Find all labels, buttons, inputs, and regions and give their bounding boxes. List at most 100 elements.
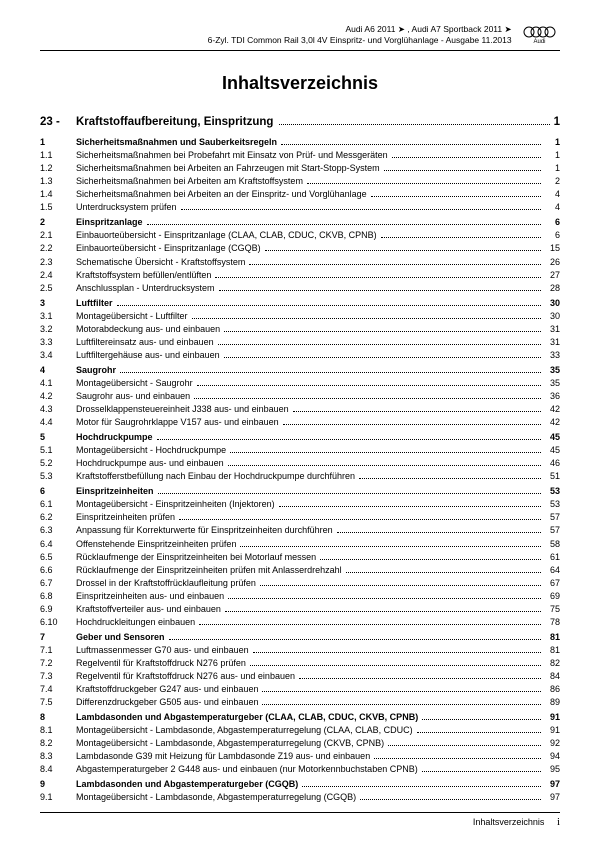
toc-row: 9.1Montageübersicht - Lambdasonde, Abgas… <box>40 791 560 804</box>
chapter-page: 1 <box>554 116 560 128</box>
toc-row: 6.4Offenstehende Einspritzeinheiten prüf… <box>40 538 560 551</box>
toc-num: 5.1 <box>40 444 76 457</box>
toc-page: 1 <box>544 162 560 175</box>
toc-page: 91 <box>544 724 560 737</box>
toc-num: 6.8 <box>40 590 76 603</box>
toc-row: 6.8Einspritzeinheiten aus- und einbauen6… <box>40 590 560 603</box>
toc-num: 4.1 <box>40 377 76 390</box>
toc-num: 1.3 <box>40 175 76 188</box>
toc-num: 4.3 <box>40 403 76 416</box>
toc-label: Luftfiltereinsatz aus- und einbauen <box>76 336 214 349</box>
dots <box>219 290 541 291</box>
dots <box>293 411 541 412</box>
dots <box>120 372 541 373</box>
toc-label: Motorabdeckung aus- und einbauen <box>76 323 220 336</box>
toc-row: 4.1Montageübersicht - Saugrohr35 <box>40 377 560 390</box>
toc-row: 6.6Rücklaufmenge der Einspritzeinheiten … <box>40 564 560 577</box>
toc-section-row: 2Einspritzanlage6 <box>40 216 560 229</box>
toc-row: 6.2Einspritzeinheiten prüfen57 <box>40 511 560 524</box>
toc-section-row: 9Lambdasonden und Abgastemperaturgeber (… <box>40 778 560 791</box>
toc-row: 7.5Differenzdruckgeber G505 aus- und ein… <box>40 696 560 709</box>
toc-label: Einbauorteübersicht - Einspritzanlage (C… <box>76 242 261 255</box>
toc-page: 1 <box>544 149 560 162</box>
toc-num: 2.5 <box>40 282 76 295</box>
toc-page: 81 <box>544 644 560 657</box>
toc-row: 7.2Regelventil für Kraftstoffdruck N276 … <box>40 657 560 670</box>
dots <box>359 478 541 479</box>
dots <box>281 144 541 145</box>
brand-text: Audi <box>533 39 545 44</box>
toc-num: 9.1 <box>40 791 76 804</box>
page: Audi A6 2011 ➤ , Audi A7 Sportback 2011 … <box>0 0 600 848</box>
toc-label: Unterdrucksystem prüfen <box>76 201 177 214</box>
toc-num: 8.3 <box>40 750 76 763</box>
toc-page: 67 <box>544 577 560 590</box>
toc-label: Hochdruckleitungen einbauen <box>76 616 195 629</box>
toc-num: 6.7 <box>40 577 76 590</box>
toc-row: 5.2Hochdruckpumpe aus- und einbauen46 <box>40 457 560 470</box>
toc-num: 1.5 <box>40 201 76 214</box>
toc-num: 6.6 <box>40 564 76 577</box>
toc-label: Luftfiltergehäuse aus- und einbauen <box>76 349 220 362</box>
page-header: Audi A6 2011 ➤ , Audi A7 Sportback 2011 … <box>40 24 560 51</box>
toc-num: 8.2 <box>40 737 76 750</box>
toc-label: Luftfilter <box>76 297 113 310</box>
dots <box>262 704 541 705</box>
dots <box>199 624 541 625</box>
toc-section-row: 1Sicherheitsmaßnahmen und Sauberkeitsreg… <box>40 136 560 149</box>
dots <box>422 719 541 720</box>
dots <box>147 224 541 225</box>
toc-section-row: 4Saugrohr35 <box>40 364 560 377</box>
dots <box>371 196 541 197</box>
toc-label: Geber und Sensoren <box>76 631 165 644</box>
dots <box>181 209 541 210</box>
toc-num: 3 <box>40 297 76 310</box>
toc-label: Anpassung für Korrekturwerte für Einspri… <box>76 524 333 537</box>
toc-label: Montageübersicht - Luftfilter <box>76 310 188 323</box>
dots <box>224 331 541 332</box>
toc-label: Sicherheitsmaßnahmen bei Probefahrt mit … <box>76 149 388 162</box>
toc-num: 7.3 <box>40 670 76 683</box>
dots <box>299 678 541 679</box>
toc-label: Einspritzeinheiten aus- und einbauen <box>76 590 224 603</box>
toc-page: 30 <box>544 310 560 323</box>
toc-page: 97 <box>544 778 560 791</box>
dots <box>307 183 541 184</box>
toc-page: 57 <box>544 511 560 524</box>
toc-num: 7.5 <box>40 696 76 709</box>
toc-num: 6.9 <box>40 603 76 616</box>
toc-row: 1.2Sicherheitsmaßnahmen bei Arbeiten an … <box>40 162 560 175</box>
toc-page: 57 <box>544 524 560 537</box>
toc-page: 1 <box>544 136 560 149</box>
toc-num: 5 <box>40 431 76 444</box>
toc-section-row: 3Luftfilter30 <box>40 297 560 310</box>
dots <box>422 771 541 772</box>
toc-num: 7.4 <box>40 683 76 696</box>
toc-num: 2.3 <box>40 256 76 269</box>
toc-row: 2.2Einbauorteübersicht - Einspritzanlage… <box>40 242 560 255</box>
toc-label: Drossel in der Kraftstoffrücklaufleitung… <box>76 577 256 590</box>
toc-page: 42 <box>544 403 560 416</box>
toc-row: 3.1Montageübersicht - Luftfilter30 <box>40 310 560 323</box>
toc-num: 1 <box>40 136 76 149</box>
toc-label: Einspritzeinheiten <box>76 485 154 498</box>
toc-body: 1Sicherheitsmaßnahmen und Sauberkeitsreg… <box>40 136 560 804</box>
toc-page: 53 <box>544 498 560 511</box>
toc-label: Montageübersicht - Lambdasonde, Abgastem… <box>76 791 356 804</box>
toc-num: 1.2 <box>40 162 76 175</box>
toc-label: Montageübersicht - Hochdruckpumpe <box>76 444 226 457</box>
toc-label: Motor für Saugrohrklappe V157 aus- und e… <box>76 416 279 429</box>
dots <box>320 559 541 560</box>
toc-section-row: 7Geber und Sensoren81 <box>40 631 560 644</box>
toc-row: 8.2Montageübersicht - Lambdasonde, Abgas… <box>40 737 560 750</box>
dots <box>337 532 541 533</box>
toc-page: 53 <box>544 485 560 498</box>
toc-page: 97 <box>544 791 560 804</box>
toc-row: 3.2Motorabdeckung aus- und einbauen31 <box>40 323 560 336</box>
toc-page: 94 <box>544 750 560 763</box>
dots <box>250 665 541 666</box>
toc-num: 8.4 <box>40 763 76 776</box>
toc-label: Kraftstofferstbefüllung nach Einbau der … <box>76 470 355 483</box>
toc-label: Luftmassenmesser G70 aus- und einbauen <box>76 644 249 657</box>
toc-page: 33 <box>544 349 560 362</box>
